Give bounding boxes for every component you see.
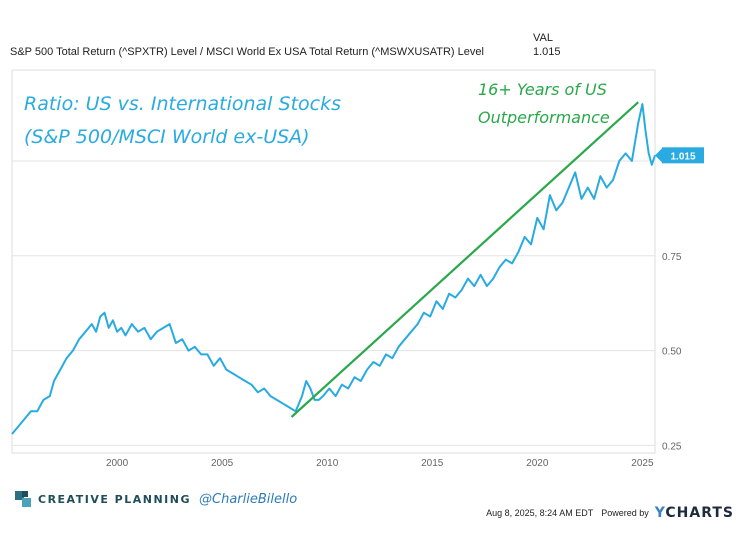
x-tick-label: 2005: [211, 458, 234, 469]
x-tick-label: 2015: [421, 458, 444, 469]
x-tick-label: 2020: [526, 458, 549, 469]
timestamp: Aug 8, 2025, 8:24 AM EDT: [486, 508, 594, 518]
y-tick-label: 0.25: [662, 441, 682, 452]
series-name: S&P 500 Total Return (^SPXTR) Level / MS…: [10, 46, 484, 58]
last-value-pointer: [655, 148, 662, 163]
plot-area: [11, 69, 656, 454]
annotation-line: Outperformance: [478, 108, 610, 127]
x-tick-label: 2010: [316, 458, 339, 469]
val-column-label: VAL: [533, 32, 553, 44]
annotation-line: 16+ Years of US: [478, 80, 607, 99]
creative-planning-logo: CREATIVE PLANNING @CharlieBilello: [14, 490, 297, 508]
chart-credits: Aug 8, 2025, 8:24 AM EDT Powered by YCHA…: [486, 505, 734, 521]
ycharts-logo-text: CHARTS: [665, 505, 734, 521]
ycharts-logo-y: Y: [654, 505, 666, 521]
y-tick-label: 0.75: [662, 252, 682, 263]
y-tick-label: 0.50: [662, 347, 682, 358]
brand-name: CREATIVE PLANNING: [38, 492, 191, 506]
trend-line: [290, 101, 639, 418]
chart-title: Ratio: US vs. International Stocks: [24, 93, 341, 115]
last-value-label: 1.015: [670, 151, 695, 162]
last-value-badge: [662, 147, 704, 164]
powered-by-label: Powered by: [601, 508, 649, 518]
ratio-series-line: [11, 103, 656, 435]
val-value: 1.015: [533, 46, 561, 58]
x-tick-label: 2025: [631, 458, 654, 469]
chart-subtitle: (S&P 500/MSCI World ex-USA): [24, 126, 310, 148]
ycharts-logo: YCHARTS: [655, 505, 734, 521]
x-tick-label: 2000: [106, 458, 129, 469]
creative-planning-icon: [15, 491, 31, 507]
author-handle: @CharlieBilello: [199, 491, 298, 507]
